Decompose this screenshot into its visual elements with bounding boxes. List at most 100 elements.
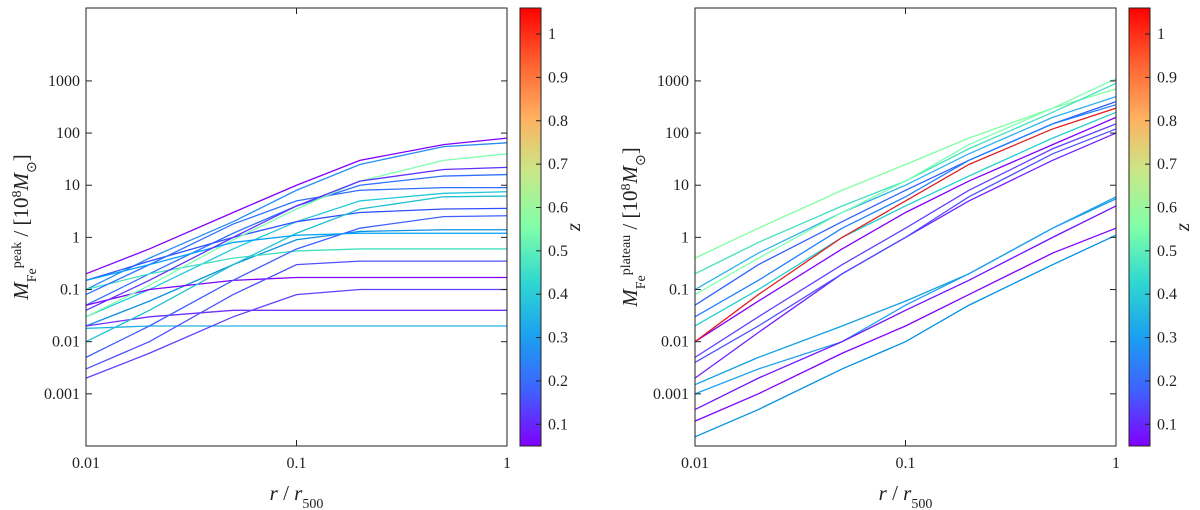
series-line (85, 276, 507, 306)
series-line (694, 234, 1117, 438)
y-tick-label: 10 (64, 177, 80, 194)
x-tick-label: 1 (503, 455, 511, 472)
y-tick-label: 100 (56, 125, 80, 142)
series-line (694, 78, 1117, 296)
y-tick-label: 1000 (657, 73, 689, 90)
series-line (85, 166, 508, 311)
y-axis-label: MFeplateau / [108M⊙] (618, 147, 649, 307)
series-line (85, 309, 507, 327)
colorbar-tick-label: 0.4 (548, 286, 568, 303)
label-part: M (618, 164, 642, 184)
series-line (694, 104, 1117, 318)
y-tick-label: 0.1 (60, 282, 80, 299)
colorbar-tick-label: 0.2 (548, 373, 568, 390)
label-part: r (294, 481, 303, 505)
colorbar-tick-label: 0.6 (1157, 199, 1177, 216)
colorbar-tick-label: 0.7 (548, 156, 568, 173)
label-part: r (270, 481, 279, 505)
y-tick-label: 0.1 (669, 282, 689, 299)
label-part: / (278, 481, 294, 505)
colorbar-tick-label: 0.3 (548, 330, 568, 347)
colorbar-tick-label: 0.1 (1157, 416, 1177, 433)
label-part: Fe (634, 275, 649, 289)
colorbar-tick-label: 1 (1157, 26, 1165, 43)
label-part: / (887, 481, 903, 505)
x-axis-label: r / r500 (879, 481, 933, 510)
label-part: ⊙ (25, 161, 40, 173)
x-axis-label: r / r500 (270, 481, 324, 510)
label-part: 8 (10, 190, 25, 197)
plot-area (695, 8, 1116, 446)
colorbar-tick-label: 0.9 (548, 69, 568, 86)
colorbar-tick-label: 0.4 (1157, 286, 1177, 303)
label-part: ] (618, 147, 642, 154)
series-line (85, 215, 508, 358)
series-line (694, 95, 1117, 291)
label-part: / [10 (618, 190, 642, 234)
colorbar-tick-label: 0.8 (1157, 113, 1177, 130)
series-line (694, 111, 1117, 327)
series-line (694, 123, 1117, 358)
series-line (85, 248, 507, 291)
colorbar-tick-label: 1 (548, 26, 556, 43)
colorbar-label: z (1170, 223, 1194, 232)
colorbar-tick-label: 0.6 (548, 199, 568, 216)
x-tick-label: 0.01 (72, 455, 100, 472)
colorbar-tick-label: 0.2 (1157, 373, 1177, 390)
series-line (85, 232, 507, 281)
colorbar-tick-label: 0.1 (548, 416, 568, 433)
series-line (694, 227, 1117, 422)
series-line (694, 107, 1117, 343)
colorbar-tick-label: 0.5 (1157, 243, 1177, 260)
series-line (85, 137, 508, 275)
label-part: 8 (619, 183, 634, 190)
x-tick-label: 0.1 (287, 455, 307, 472)
y-tick-label: 0.01 (661, 334, 689, 351)
label-part: / [10 (9, 197, 33, 241)
series-line (694, 116, 1117, 343)
label-part: Fe (25, 268, 40, 282)
colorbar-tick-label: 0.8 (548, 113, 568, 130)
colorbar (1128, 7, 1151, 447)
y-axis-label: MFepeak / [108M⊙] (9, 154, 40, 301)
label-part: ] (9, 154, 33, 161)
x-tick-label: 1 (1112, 455, 1120, 472)
label-part: r (879, 481, 888, 505)
label-part: peak (10, 242, 25, 268)
label-part: M (618, 288, 642, 308)
y-tick-label: 10 (673, 177, 689, 194)
series-line (85, 260, 507, 370)
label-part: 500 (911, 497, 932, 510)
label-part: plateau (619, 235, 634, 275)
y-tick-label: 0.01 (52, 334, 80, 351)
colorbar-tick-label: 0.7 (1157, 156, 1177, 173)
series-line (85, 142, 508, 291)
colorbar-tick-label: 0.3 (1157, 330, 1177, 347)
label-part: M (9, 171, 33, 191)
y-tick-label: 1 (72, 229, 80, 246)
colorbar-tick-label: 0.5 (548, 243, 568, 260)
colorbar (519, 7, 542, 447)
label-part: r (903, 481, 912, 505)
y-tick-label: 1000 (48, 73, 80, 90)
series-line (694, 205, 1117, 411)
series-line (85, 207, 508, 281)
colorbar-label: z (561, 223, 585, 232)
plot-area (86, 8, 507, 446)
label-part: 500 (302, 497, 323, 510)
series-line (85, 153, 508, 318)
series-line (85, 288, 507, 379)
x-tick-label: 0.01 (681, 455, 709, 472)
label-part: ⊙ (634, 154, 649, 166)
y-tick-label: 100 (665, 125, 689, 142)
series-line (85, 229, 507, 327)
label-part: M (9, 281, 33, 301)
series-line (85, 195, 508, 343)
y-tick-label: 0.001 (653, 386, 689, 403)
series-line (694, 128, 1117, 364)
y-tick-label: 1 (681, 229, 689, 246)
y-tick-label: 0.001 (44, 386, 80, 403)
